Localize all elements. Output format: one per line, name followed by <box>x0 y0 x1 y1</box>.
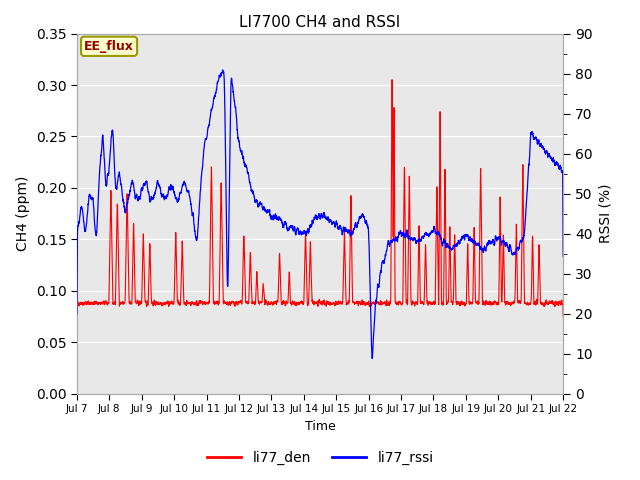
Legend: li77_den, li77_rssi: li77_den, li77_rssi <box>201 445 439 471</box>
Y-axis label: RSSI (%): RSSI (%) <box>598 184 612 243</box>
Y-axis label: CH4 (ppm): CH4 (ppm) <box>16 176 30 252</box>
X-axis label: Time: Time <box>305 420 335 432</box>
Title: LI7700 CH4 and RSSI: LI7700 CH4 and RSSI <box>239 15 401 30</box>
Text: EE_flux: EE_flux <box>84 40 134 53</box>
